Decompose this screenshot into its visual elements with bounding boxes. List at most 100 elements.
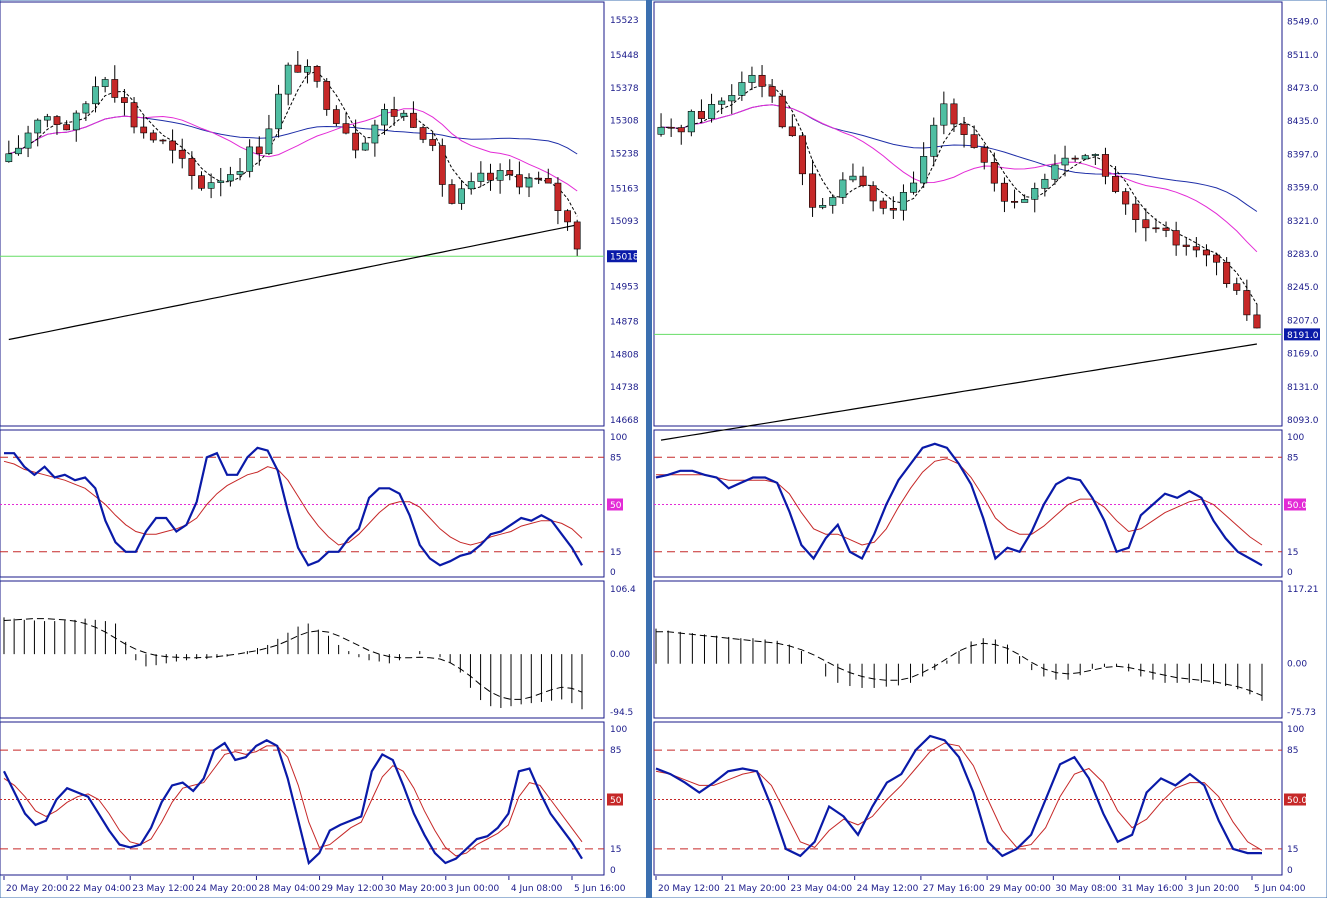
left-stoch1-main-line [4,446,583,567]
left-price-tick-label: 15238 [610,149,639,159]
right-mid-moving-average-line [660,104,1258,253]
right-stoch2-main-line [655,734,1262,858]
left-candle-body [140,126,148,134]
right-stoch1-tick-label: 0 [1287,568,1293,578]
right-candle-body [940,103,948,126]
right-candle-body [910,182,918,193]
left-price-tick-label: 14808 [610,350,639,360]
left-stoch2-main-line [3,739,583,866]
left-candle-body [544,178,552,184]
left-candle-body [275,93,282,130]
right-stoch2-panel-frame [653,721,1283,876]
right-candle-body [1213,254,1221,263]
left-candle-body [169,140,176,151]
left-candle-body [15,147,22,155]
left-candle-body [506,170,514,175]
right-candle-body [1233,283,1241,291]
right-time-label: 21 May 20:00 [724,884,786,894]
right-price-tick-label: 8511.0 [1287,51,1319,61]
right-candle-body [829,197,837,206]
left-candle-body [236,171,244,175]
left-candle-body [323,81,331,110]
right-time-label: 29 May 00:00 [989,884,1051,894]
right-candle-body [657,126,665,135]
right-price-tick-label: 8321.0 [1287,217,1319,227]
left-candle-body [217,180,225,183]
left-candle-body [111,79,119,98]
left-time-label: 23 May 12:00 [132,884,194,894]
right-price-tick-label: 8207.0 [1287,316,1319,326]
right-candle-body [1132,203,1140,220]
left-candle-body [198,175,205,189]
right-candle-body [1091,154,1099,156]
right-candle-body [970,134,978,148]
left-mid-moving-average-line [8,108,578,192]
left-candle-body [381,109,388,126]
left-candle-body [207,182,215,189]
left-price-tick-label: 15523 [610,16,639,26]
left-macd-signal-line [3,618,583,700]
right-stoch2-tick-label: 0 [1287,866,1293,876]
right-candle-body [1021,199,1029,203]
left-candle-body [467,181,475,190]
left-macd-bottom-tick-label: -94.5 [610,708,633,718]
left-stoch2-mid-tag [607,793,623,806]
left-price-tick-label: 14878 [610,318,639,328]
right-stoch2-mid-tag [1284,793,1306,806]
window-divider [646,0,652,898]
left-stoch2-signal-line [3,745,583,857]
left-price-tick-label: 14668 [610,416,639,426]
right-time-label: 30 May 08:00 [1055,884,1117,894]
right-candle-body [1223,261,1231,285]
right-candle-body [708,104,716,119]
left-stoch2-tick-label: 100 [610,725,627,735]
left-macd-top-tick-label: 106.4 [610,585,636,595]
right-price-tick-label: 8473.0 [1287,84,1319,94]
left-candle-body [361,142,369,151]
right-candle-body [1162,227,1170,231]
right-candle-body [869,185,877,202]
right-price-tick-label: 8245.0 [1287,283,1319,293]
right-candle-body [1061,157,1069,166]
right-price-tick-label: 8131.0 [1287,383,1319,393]
left-main-panel-frame [0,1,605,427]
right-price-tick-label: 8169.0 [1287,350,1319,360]
left-time-label: 3 Jun 00:00 [448,884,500,894]
left-candle-body [573,221,581,250]
left-candle-body [188,158,196,176]
right-time-label: 3 Jun 20:00 [1188,884,1240,894]
left-time-label: 29 May 12:00 [322,884,384,894]
right-candle-body [809,173,817,208]
left-price-tick-label: 14738 [610,383,639,393]
left-candle-body [429,139,437,146]
left-candle-body [101,79,109,87]
left-candle-body [516,174,523,188]
right-stoch1-tick-label: 15 [1287,548,1298,558]
right-macd-bottom-tick-label: -75.73 [1287,708,1316,718]
left-candle-body [458,188,465,204]
right-candle-body [728,95,736,102]
right-candle-body [1081,155,1089,160]
left-current-price-label: 15018 [610,253,639,263]
right-candle-body [1142,219,1150,229]
right-time-label: 31 May 16:00 [1122,884,1184,894]
left-price-tick-label: 15308 [610,117,639,127]
right-stoch2-tick-label: 100 [1287,725,1304,735]
left-candle-body [535,177,543,180]
left-stoch1-mid-tag-label: 50 [610,501,622,511]
left-current-price-tag [607,250,637,263]
left-macd-panel-frame [0,580,605,719]
left-candle-body [410,112,417,128]
left-time-label: 22 May 04:00 [69,884,131,894]
left-candle-body [390,109,398,117]
right-stoch1-mid-tag-label: 50.0 [1287,501,1307,511]
right-candle-body [1172,230,1180,246]
left-candle-body [342,123,350,134]
right-candle-body [748,74,756,83]
left-candle-body [332,109,340,124]
right-candle-body [1041,178,1049,189]
left-candle-body [352,132,359,151]
left-candle-body [159,139,167,142]
